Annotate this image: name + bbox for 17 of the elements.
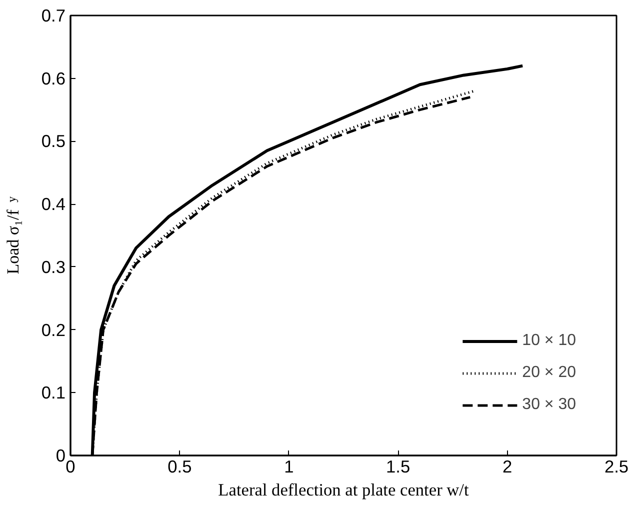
x-tick-label: 2.5	[604, 456, 629, 476]
y-tick-label: 0.7	[41, 6, 66, 26]
y-tick-label: 0.4	[41, 194, 66, 214]
legend-label: 30 × 30	[522, 396, 576, 414]
y-axis-title: Load σ₁/fy	[4, 196, 22, 274]
y-tick-label: 0.2	[41, 320, 66, 340]
legend-label: 20 × 20	[522, 364, 576, 382]
x-tick-label: 0.5	[168, 456, 192, 476]
x-axis-title: Lateral deflection at plate center w/t	[218, 480, 470, 500]
y-tick-label: 0.1	[41, 382, 66, 403]
x-tick-label: 2	[502, 456, 512, 476]
x-tick-label: 1.5	[386, 456, 410, 476]
legend-label: 10 × 10	[522, 332, 576, 350]
x-tick-label: 1	[284, 456, 294, 476]
y-tick-label: 0.6	[41, 68, 66, 88]
y-tick-label: 0.3	[41, 256, 66, 277]
y-tick-label: 0.5	[41, 131, 66, 152]
